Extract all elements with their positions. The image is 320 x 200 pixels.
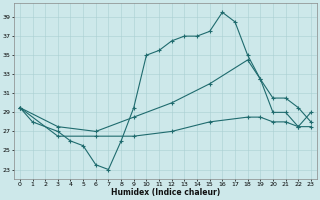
X-axis label: Humidex (Indice chaleur): Humidex (Indice chaleur) [111, 188, 220, 197]
